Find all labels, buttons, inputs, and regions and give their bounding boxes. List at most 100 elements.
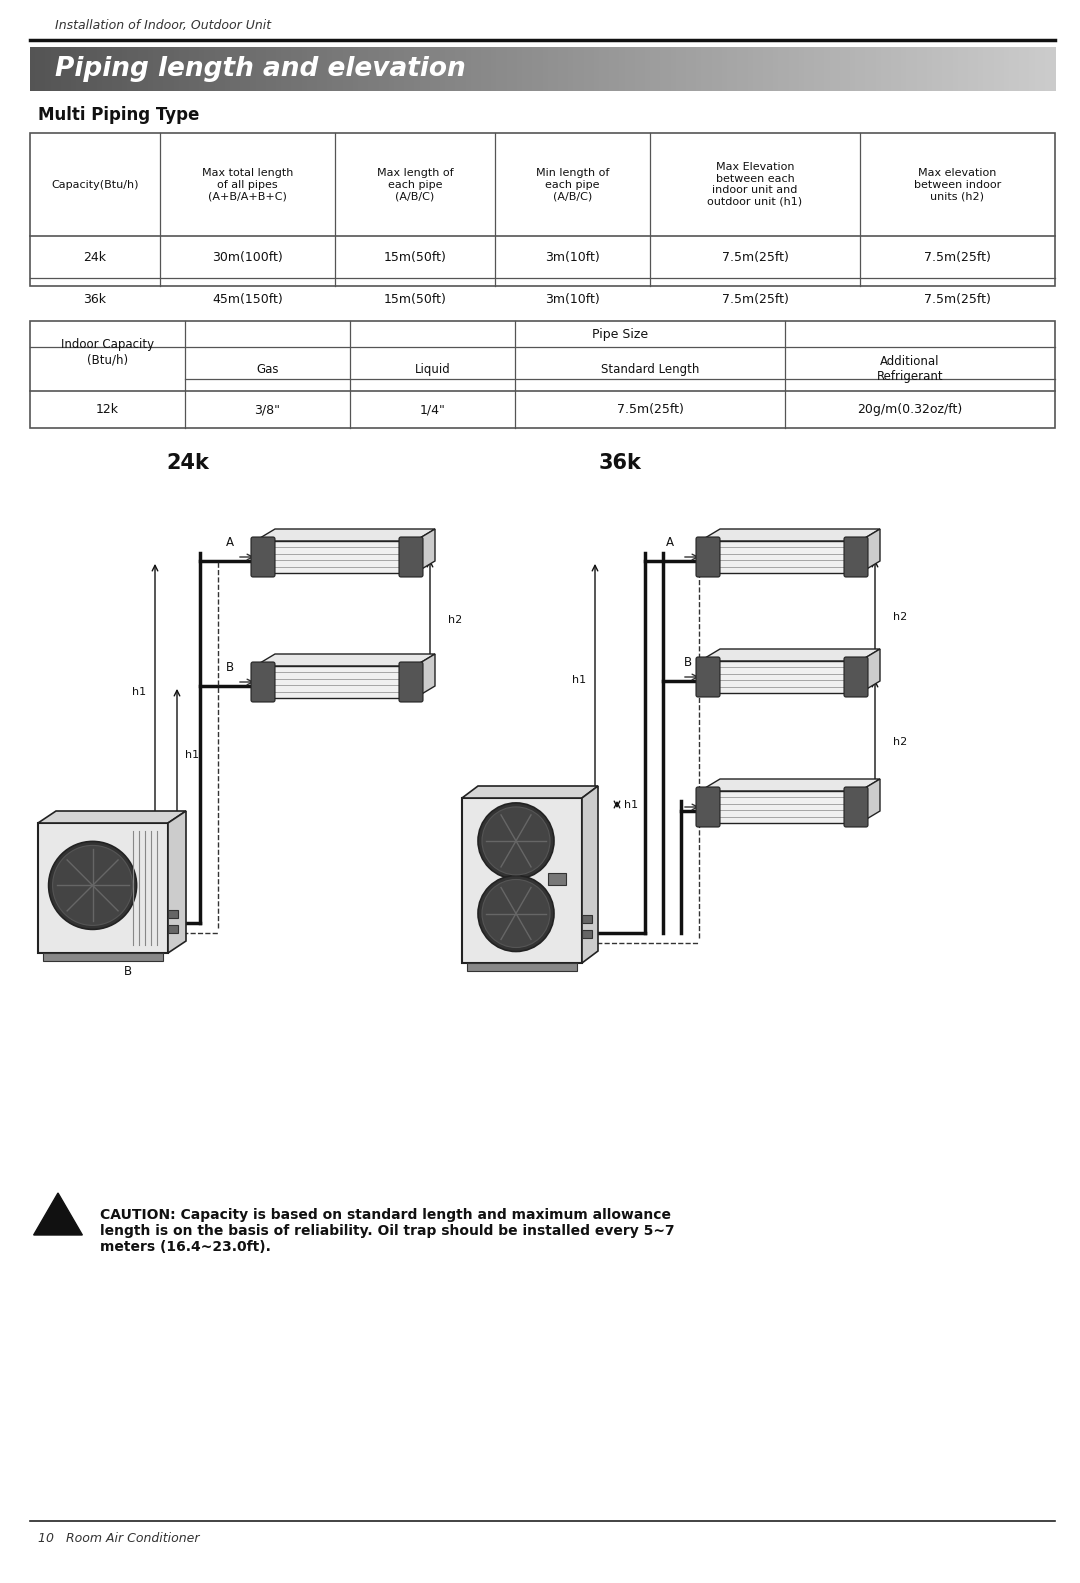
Text: h2: h2 (448, 614, 462, 625)
Circle shape (478, 803, 554, 879)
Polygon shape (700, 792, 860, 823)
Bar (747, 47, 754, 90)
Text: 30m(100ft): 30m(100ft) (212, 250, 283, 263)
Bar (122, 47, 129, 90)
Text: Piping length and elevation: Piping length and elevation (55, 55, 465, 82)
Bar (978, 47, 984, 90)
Bar (762, 47, 769, 90)
Text: 3/8": 3/8" (255, 404, 281, 416)
Bar (86, 47, 93, 90)
Bar (973, 47, 980, 90)
Bar (204, 47, 211, 90)
Bar (635, 47, 640, 90)
Bar (342, 47, 349, 90)
Polygon shape (860, 779, 880, 823)
Bar (240, 47, 246, 90)
Bar (36, 47, 41, 90)
Bar (286, 47, 293, 90)
Bar (163, 47, 170, 90)
Bar (820, 47, 825, 90)
Bar (230, 47, 237, 90)
Bar (840, 47, 846, 90)
Bar (732, 47, 739, 90)
Bar (624, 47, 631, 90)
Bar (865, 47, 872, 90)
Bar (383, 47, 390, 90)
Polygon shape (860, 649, 880, 693)
Bar (30, 321, 1055, 427)
Text: Pipe Size: Pipe Size (592, 328, 648, 340)
Text: 7.5m(25ft): 7.5m(25ft) (617, 404, 684, 416)
Text: 10   Room Air Conditioner: 10 Room Air Conditioner (38, 1532, 200, 1545)
Bar (102, 47, 108, 90)
Bar (891, 47, 897, 90)
Bar (886, 47, 892, 90)
Text: Standard Length: Standard Length (600, 363, 699, 375)
Circle shape (482, 807, 550, 875)
Bar (445, 47, 451, 90)
Bar (962, 47, 969, 90)
Bar (594, 47, 599, 90)
Bar (256, 47, 261, 90)
Bar (700, 662, 718, 693)
Bar (158, 47, 164, 90)
Text: A: A (226, 537, 234, 549)
Circle shape (49, 842, 136, 929)
Bar (235, 47, 241, 90)
Polygon shape (255, 666, 415, 698)
Bar (471, 47, 477, 90)
Bar (497, 47, 502, 90)
Bar (1050, 47, 1056, 90)
Bar (779, 47, 784, 90)
Bar (573, 47, 579, 90)
Text: B: B (124, 964, 132, 977)
Bar (656, 47, 661, 90)
Text: Max total length
of all pipes
(A+B/A+B+C): Max total length of all pipes (A+B/A+B+C… (202, 168, 293, 201)
Polygon shape (462, 787, 598, 798)
Bar (292, 47, 297, 90)
Bar (1044, 47, 1051, 90)
Bar (968, 47, 974, 90)
Bar (553, 47, 558, 90)
Polygon shape (700, 649, 880, 662)
Text: h1: h1 (572, 674, 586, 684)
Bar (40, 47, 46, 90)
Bar (133, 47, 138, 90)
Text: Max elevation
between indoor
units (h2): Max elevation between indoor units (h2) (914, 168, 1001, 201)
Text: Max Elevation
between each
indoor unit and
outdoor unit (h1): Max Elevation between each indoor unit a… (707, 161, 802, 207)
Bar (348, 47, 354, 90)
Bar (1029, 47, 1036, 90)
Bar (30, 47, 36, 90)
Bar (507, 47, 513, 90)
Bar (824, 47, 831, 90)
Bar (127, 47, 134, 90)
Bar (738, 47, 743, 90)
Bar (363, 47, 369, 90)
Bar (43, 953, 163, 961)
Bar (532, 47, 538, 90)
Bar (424, 47, 431, 90)
Bar (168, 47, 175, 90)
Bar (804, 47, 810, 90)
Bar (312, 47, 318, 90)
Polygon shape (168, 810, 186, 953)
Bar (210, 47, 216, 90)
Text: Capacity(Btu/h): Capacity(Btu/h) (51, 179, 138, 190)
Bar (558, 47, 564, 90)
Bar (758, 47, 764, 90)
Bar (415, 47, 420, 90)
Bar (799, 47, 805, 90)
Bar (522, 47, 528, 90)
Bar (327, 47, 334, 90)
Bar (912, 47, 918, 90)
Bar (486, 47, 492, 90)
FancyBboxPatch shape (843, 787, 868, 826)
Bar (399, 47, 405, 90)
Text: Indoor Capacity
(Btu/h): Indoor Capacity (Btu/h) (60, 339, 154, 366)
Bar (542, 47, 549, 90)
Bar (481, 47, 487, 90)
Bar (906, 47, 913, 90)
Text: 24k: 24k (83, 250, 107, 263)
Bar (403, 541, 415, 573)
Bar (848, 662, 860, 693)
